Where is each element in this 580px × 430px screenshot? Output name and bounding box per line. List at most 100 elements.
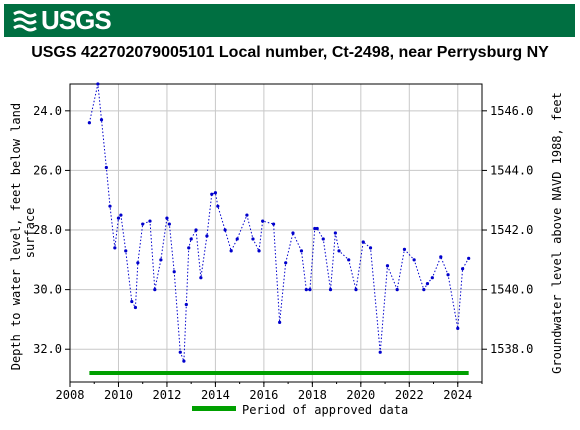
tick-label-x: 2024 (443, 388, 472, 402)
period-approved-bar (89, 371, 469, 375)
legend: Period of approved data (192, 403, 408, 417)
y-axis-label-left: Depth to water level, feet below land su… (9, 96, 37, 371)
usgs-logo-text: USGS (41, 5, 112, 35)
data-point (308, 288, 312, 292)
data-point (182, 359, 186, 363)
y-axis-label-left-line2: surface (23, 208, 37, 259)
data-point (167, 222, 171, 226)
legend-swatch (192, 406, 236, 411)
data-point (216, 204, 220, 208)
data-point (461, 267, 465, 271)
data-point (333, 231, 337, 235)
data-point (412, 258, 416, 262)
data-point (108, 204, 112, 208)
data-point (116, 216, 121, 220)
data-point (213, 191, 218, 195)
tick-label-y-left: 28.0 (33, 223, 62, 237)
data-point (165, 216, 169, 220)
tick-label-y-left: 30.0 (33, 283, 62, 297)
data-point (456, 326, 460, 330)
data-point (210, 192, 214, 196)
data-point (141, 222, 145, 226)
usgs-banner: USGS (4, 4, 575, 37)
y-axis-label-left-line1: Depth to water level, feet below land (9, 103, 23, 370)
data-point (136, 261, 140, 265)
data-point (229, 249, 233, 253)
data-point (321, 237, 325, 241)
data-point (385, 264, 390, 268)
data-point (422, 288, 426, 292)
tick-label-x: 2012 (152, 388, 181, 402)
usgs-wave-icon (13, 10, 37, 31)
usgs-logo[interactable]: USGS (12, 5, 112, 35)
data-point (148, 219, 152, 223)
tick-label-x: 2010 (104, 388, 133, 402)
data-point (467, 256, 471, 260)
y-axis-label-right: Groundwater level above NAVD 1988, feet (550, 92, 564, 374)
data-point (261, 219, 265, 223)
data-point (205, 234, 209, 238)
data-point (395, 288, 399, 292)
data-point (257, 249, 261, 253)
tick-label-x: 2020 (346, 388, 375, 402)
data-point (87, 121, 91, 125)
data-point (119, 213, 123, 217)
tick-label-y-right: 1542.0 (490, 223, 533, 237)
data-point (194, 228, 198, 232)
data-point (113, 246, 117, 250)
data-point (425, 282, 430, 286)
data-point (315, 226, 319, 231)
data-point (172, 270, 176, 274)
chart-title: USGS 422702079005101 Local number, Ct-24… (31, 44, 549, 61)
data-point (299, 249, 304, 253)
data-point (284, 261, 288, 265)
data-point (96, 82, 100, 86)
data-point (304, 288, 308, 292)
tick-label-y-left: 24.0 (33, 104, 62, 118)
data-point (159, 258, 163, 262)
data-point (347, 258, 351, 262)
tick-label-y-right: 1540.0 (490, 283, 533, 297)
data-point (313, 226, 317, 231)
data-point (153, 288, 157, 292)
data-point (124, 249, 128, 253)
data-point (223, 228, 227, 232)
grid-lines (69, 84, 482, 382)
tick-label-y-left: 26.0 (33, 163, 62, 177)
data-point (178, 350, 182, 354)
tick-label-x: 2016 (249, 388, 278, 402)
data-point (245, 213, 249, 217)
tick-label-y-right: 1546.0 (490, 104, 533, 118)
data-point (133, 305, 138, 310)
data-point (402, 247, 407, 251)
data-point (189, 237, 193, 241)
data-point (378, 350, 382, 354)
data-point (271, 222, 276, 226)
tick-label-x: 2008 (56, 388, 85, 402)
data-point (439, 255, 443, 259)
data-point (251, 237, 255, 241)
data-point (337, 249, 341, 253)
data-point (430, 276, 434, 280)
period-bar-group (89, 371, 469, 375)
tick-label-x: 2014 (201, 388, 230, 402)
data-point (354, 288, 358, 292)
tick-label-x: 2022 (395, 388, 424, 402)
axis-ticks: 24.0 26.0 28.0 30.0 32.0 1538.0 1540.0 1542.0 15… (33, 104, 533, 402)
tick-label-y-right: 1544.0 (490, 163, 533, 177)
data-point (361, 240, 365, 244)
data-point (328, 288, 333, 292)
data-point (368, 246, 373, 250)
data-point (446, 273, 450, 277)
data-point (291, 231, 295, 235)
series-group (87, 82, 471, 363)
data-point (199, 276, 203, 280)
data-point (184, 302, 188, 307)
data-point (187, 246, 191, 250)
data-point (130, 299, 134, 304)
data-point (235, 237, 239, 241)
tick-label-y-left: 32.0 (33, 342, 62, 356)
tick-label-x: 2018 (298, 388, 327, 402)
plot-frame (69, 83, 483, 383)
